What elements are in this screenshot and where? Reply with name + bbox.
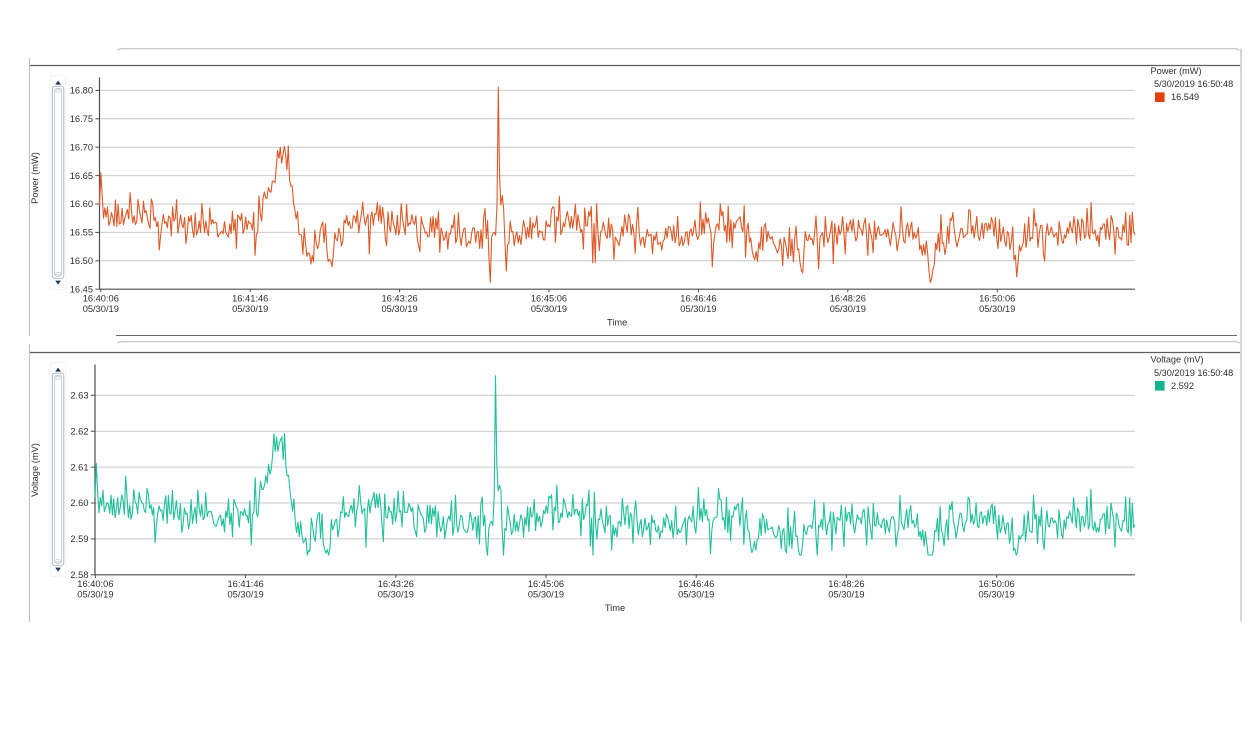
svg-text:2.59: 2.59 (70, 534, 88, 544)
svg-text:Power (mW): Power (mW) (1151, 66, 1202, 76)
svg-text:05/30/19: 05/30/19 (531, 304, 567, 314)
svg-text:05/30/19: 05/30/19 (83, 304, 119, 314)
svg-text:05/30/19: 05/30/19 (830, 304, 866, 314)
svg-text:16:46:46: 16:46:46 (678, 579, 714, 589)
svg-text:16.80: 16.80 (70, 86, 93, 96)
svg-text:16.45: 16.45 (70, 284, 93, 294)
svg-text:2.58: 2.58 (70, 570, 88, 580)
svg-text:5/30/2019 16:50:48: 5/30/2019 16:50:48 (1154, 79, 1233, 89)
svg-text:16:41:46: 16:41:46 (232, 294, 268, 304)
svg-text:05/30/19: 05/30/19 (680, 304, 716, 314)
svg-text:05/30/19: 05/30/19 (232, 304, 268, 314)
svg-text:16:43:26: 16:43:26 (378, 579, 414, 589)
svg-text:16.549: 16.549 (1171, 92, 1199, 102)
svg-text:16.75: 16.75 (70, 114, 93, 124)
svg-text:16:50:06: 16:50:06 (978, 579, 1014, 589)
svg-text:16:43:26: 16:43:26 (381, 294, 417, 304)
svg-text:2.62: 2.62 (70, 426, 88, 436)
svg-text:05/30/19: 05/30/19 (77, 590, 113, 600)
svg-text:05/30/19: 05/30/19 (528, 590, 564, 600)
svg-text:16.50: 16.50 (70, 256, 93, 266)
svg-text:16:41:46: 16:41:46 (227, 579, 263, 589)
svg-text:2.61: 2.61 (70, 462, 88, 472)
svg-text:05/30/19: 05/30/19 (378, 590, 414, 600)
svg-text:16.60: 16.60 (70, 199, 93, 209)
svg-text:Power (mW): Power (mW) (30, 152, 40, 204)
svg-text:05/30/19: 05/30/19 (828, 590, 864, 600)
svg-text:5/30/2019 16:50:48: 5/30/2019 16:50:48 (1154, 368, 1233, 378)
svg-text:16:48:26: 16:48:26 (830, 294, 866, 304)
svg-text:16:40:06: 16:40:06 (77, 579, 113, 589)
svg-text:16.70: 16.70 (70, 142, 93, 152)
svg-text:Time: Time (605, 603, 625, 613)
svg-text:16.65: 16.65 (70, 171, 93, 181)
svg-text:Time: Time (607, 318, 627, 328)
svg-text:16:48:26: 16:48:26 (828, 579, 864, 589)
svg-text:05/30/19: 05/30/19 (227, 590, 263, 600)
svg-text:05/30/19: 05/30/19 (381, 304, 417, 314)
svg-text:05/30/19: 05/30/19 (978, 590, 1014, 600)
svg-text:16:45:06: 16:45:06 (528, 579, 564, 589)
svg-text:16:45:06: 16:45:06 (531, 294, 567, 304)
svg-text:16.55: 16.55 (70, 228, 93, 238)
svg-text:2.60: 2.60 (70, 498, 88, 508)
svg-text:16:46:46: 16:46:46 (680, 294, 716, 304)
svg-text:16:50:06: 16:50:06 (979, 294, 1015, 304)
svg-text:2.592: 2.592 (1171, 381, 1194, 391)
svg-text:16:40:06: 16:40:06 (83, 294, 119, 304)
svg-text:2.63: 2.63 (70, 391, 88, 401)
svg-text:05/30/19: 05/30/19 (979, 304, 1015, 314)
svg-text:05/30/19: 05/30/19 (678, 590, 714, 600)
svg-text:Voltage (mV): Voltage (mV) (1151, 355, 1204, 365)
svg-text:Voltage (mV): Voltage (mV) (30, 443, 40, 497)
